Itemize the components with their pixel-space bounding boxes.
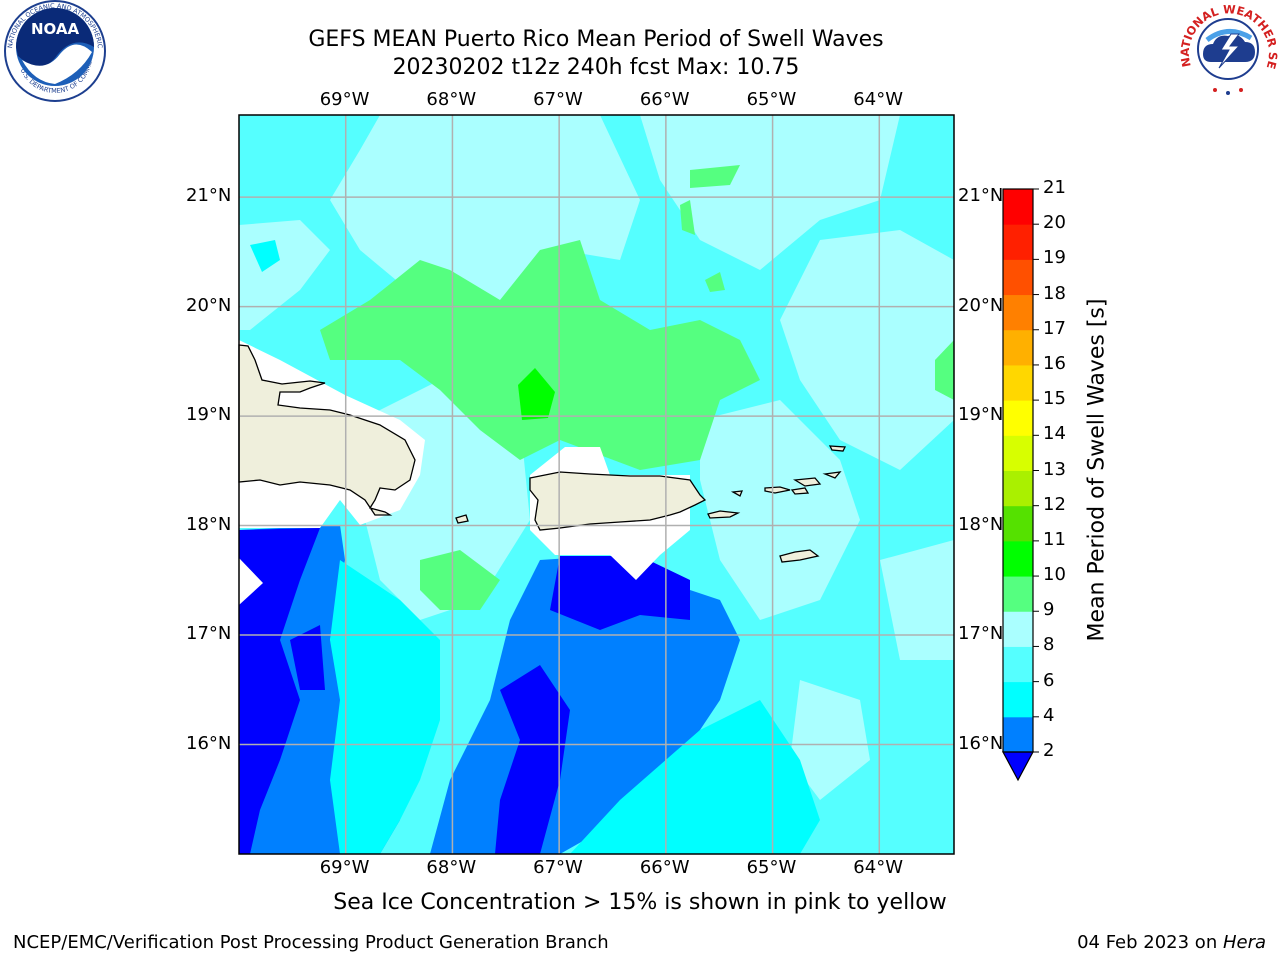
lon-label-top: 66°W	[639, 89, 690, 110]
colorbar-tick-label: 18	[1043, 282, 1066, 304]
colorbar-tick-label: 14	[1043, 423, 1066, 445]
map-title: GEFS MEAN Puerto Rico Mean Period of Swe…	[308, 27, 884, 52]
colorbar-tick-label: 8	[1043, 634, 1055, 656]
lat-label-left: 16°N	[186, 732, 232, 754]
colorbar-segment	[1003, 716, 1033, 753]
colorbar-tick-label: 16	[1043, 352, 1066, 374]
lat-label-right: 21°N	[958, 185, 1004, 207]
lon-label-bottom: 68°W	[426, 857, 477, 878]
colorbar-segment	[1003, 540, 1033, 577]
lat-label-right: 16°N	[958, 732, 1004, 754]
sea-ice-note: Sea Ice Concentration > 15% is shown in …	[333, 890, 947, 915]
colorbar-segment	[1003, 364, 1033, 401]
lon-label-bottom: 67°W	[533, 857, 583, 878]
colorbar-tick-label: 13	[1043, 458, 1066, 480]
colorbar-segment	[1003, 611, 1033, 647]
colorbar-segment	[1003, 646, 1033, 683]
colorbar-segment	[1003, 224, 1033, 260]
lon-label-top: 67°W	[533, 89, 583, 110]
colorbar-tick-label: 11	[1043, 528, 1066, 550]
colorbar-tick-label: 12	[1043, 493, 1066, 515]
noaa-logo: NATIONAL OCEANIC AND ATMOSPHERIC ADMINIS…	[0, 0, 106, 102]
lat-label-left: 21°N	[186, 185, 232, 207]
branch-credit: NCEP/EMC/Verification Post Processing Pr…	[13, 932, 609, 953]
lon-label-bottom: 69°W	[319, 857, 370, 878]
lon-label-top: 65°W	[746, 89, 797, 110]
lon-label-top: 68°W	[426, 89, 477, 110]
lat-label-right: 17°N	[958, 623, 1004, 645]
colorbar-segment	[1003, 681, 1033, 718]
colorbar-tick-label: 20	[1043, 212, 1066, 234]
nws-logo: NATIONAL WEATHER SERVICE	[1173, 0, 1280, 99]
graticule	[239, 115, 954, 854]
lon-label-bottom: 64°W	[853, 857, 903, 878]
lat-label-right: 18°N	[958, 513, 1004, 535]
lat-label-left: 18°N	[186, 513, 232, 535]
colorbar-extend-arrow	[1001, 751, 1035, 782]
colorbar-tick-label: 2	[1043, 740, 1055, 761]
colorbar-segment	[1003, 259, 1033, 296]
colorbar-tick-label: 15	[1043, 388, 1066, 410]
host-name: Hera	[1222, 932, 1266, 953]
lon-label-top: 69°W	[319, 89, 370, 110]
lat-label-left: 20°N	[186, 294, 232, 316]
lon-label-top: 64°W	[853, 89, 903, 110]
run-date: 04 Feb 2023 on Hera	[1077, 932, 1266, 953]
lat-label-left: 19°N	[186, 404, 232, 426]
map-subtitle: 20230202 t12z 240h fcst Max: 10.75	[392, 55, 800, 80]
colorbar-segment	[1003, 294, 1033, 331]
lon-label-bottom: 66°W	[639, 857, 690, 878]
colorbar-segment	[1003, 505, 1033, 542]
noaa-logo-text: NOAA	[31, 20, 80, 38]
colorbar-segment	[1003, 329, 1033, 366]
colorbar-segment	[1003, 576, 1033, 612]
lat-label-left: 17°N	[186, 623, 232, 645]
colorbar-tick-label: 10	[1043, 564, 1066, 586]
run-date-text: 04 Feb 2023 on	[1077, 932, 1223, 953]
colorbar-tick-label: 21	[1043, 177, 1066, 198]
landmass	[238, 344, 847, 563]
map-frame	[238, 114, 955, 855]
lat-label-right: 19°N	[958, 404, 1004, 426]
colorbar-tick-label: 19	[1043, 247, 1066, 269]
colorbar-tick-label: 4	[1043, 704, 1055, 726]
colorbar-segment	[1003, 400, 1033, 436]
colorbar-segment	[1003, 435, 1033, 471]
colorbar-segment	[1003, 470, 1033, 507]
lat-label-right: 20°N	[958, 294, 1004, 316]
lon-label-bottom: 65°W	[746, 857, 797, 878]
colorbar-tick-label: 9	[1043, 599, 1055, 621]
colorbar-tick-label: 6	[1043, 669, 1055, 691]
colorbar-segment	[1003, 189, 1033, 225]
colorbar-tick-label: 17	[1043, 317, 1066, 339]
colorbar-label: Mean Period of Swell Waves [s]	[1084, 298, 1110, 642]
